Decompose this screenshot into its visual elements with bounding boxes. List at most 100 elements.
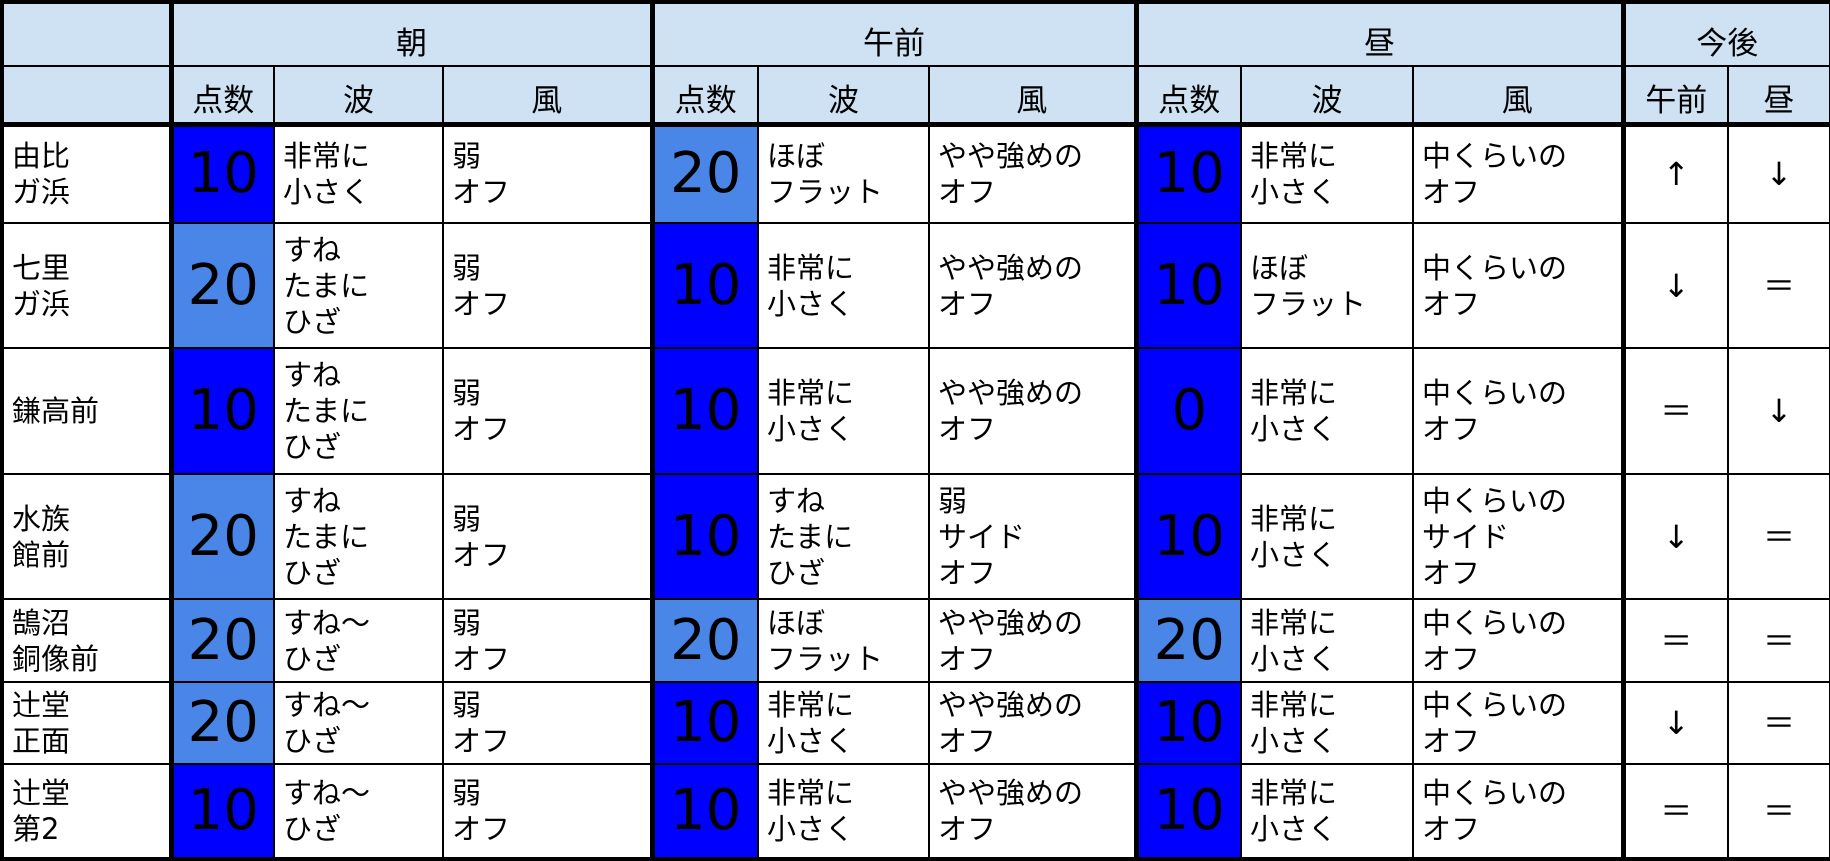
trend-am: ↑ [1620, 121, 1730, 224]
wave-cell-noon: ほぼ フラット [1240, 222, 1415, 349]
table-row: 由比 ガ浜 10 非常に 小さく弱 オフ 20 ほぼ フラット やや強めの オフ 10 非常に… [1, 121, 1830, 224]
subheader-trend-am: 午前 [1620, 65, 1730, 125]
header-group-row: 朝 午前 昼 今後 [1, 1, 1830, 67]
group-trend: 今後 [1620, 1, 1830, 67]
trend-am: ↓ [1620, 473, 1730, 600]
wind-cell-morning: 弱 オフ [442, 473, 653, 600]
wave-cell-am: 非常に 小さく [757, 347, 930, 475]
wave-cell-noon: 非常に 小さく [1240, 763, 1415, 860]
group-noon: 昼 [1133, 1, 1625, 67]
trend-am: ＝ [1620, 347, 1730, 475]
score-cell-am: 20 [649, 121, 759, 224]
wave-cell-am: 非常に 小さく [757, 763, 930, 860]
table-row: 水族 館前 20 すね たまに ひざ弱 オフ 10 すね たまに ひざ弱 サイド オフ 1… [1, 473, 1830, 600]
wind-cell-noon: 中くらいの オフ [1412, 347, 1625, 475]
wind-cell-morning: 弱 オフ [442, 681, 653, 765]
spot-name: 由比 ガ浜 [1, 121, 172, 224]
wave-cell-noon: 非常に 小さく [1240, 473, 1415, 600]
wind-cell-am: やや強めの オフ [927, 763, 1138, 860]
wind-cell-morning: 弱 オフ [442, 222, 653, 349]
wind-cell-am: やや強めの オフ [927, 598, 1138, 683]
score-cell-am: 10 [649, 681, 759, 765]
wave-cell-noon: 非常に 小さく [1240, 681, 1415, 765]
wave-cell-morning: すね たまに ひざ [273, 222, 444, 349]
wind-cell-noon: 中くらいの オフ [1412, 763, 1625, 860]
subheader-morning-wave: 波 [273, 65, 444, 125]
wave-cell-morning: すね～ ひざ [273, 598, 444, 683]
wave-cell-noon: 非常に 小さく [1240, 347, 1415, 475]
wind-cell-am: やや強めの オフ [927, 347, 1138, 475]
wave-cell-morning: 非常に 小さく [273, 121, 444, 224]
score-cell-morning: 20 [168, 222, 275, 349]
score-cell-morning: 10 [168, 763, 275, 860]
subheader-noon-wave: 波 [1240, 65, 1415, 125]
score-cell-noon: 10 [1133, 121, 1243, 224]
wave-cell-am: 非常に 小さく [757, 222, 930, 349]
score-cell-noon: 10 [1133, 681, 1243, 765]
score-cell-am: 10 [649, 222, 759, 349]
score-cell-morning: 10 [168, 347, 275, 475]
wave-cell-noon: 非常に 小さく [1240, 121, 1415, 224]
table-row: 辻堂 正面 20 すね～ ひざ弱 オフ 10 非常に 小さく やや強めの オフ 10 非常に … [1, 681, 1830, 765]
subheader-morning-score: 点数 [168, 65, 275, 125]
wave-cell-morning: すね たまに ひざ [273, 347, 444, 475]
wave-cell-noon: 非常に 小さく [1240, 598, 1415, 683]
wind-cell-noon: 中くらいの オフ [1412, 121, 1625, 224]
table-row: 七里 ガ浜 20 すね たまに ひざ弱 オフ 10 非常に 小さく やや強めの オフ 10 ほ… [1, 222, 1830, 349]
score-cell-morning: 20 [168, 598, 275, 683]
spot-name: 辻堂 正面 [1, 681, 172, 765]
score-cell-morning: 10 [168, 121, 275, 224]
wave-cell-morning: すね～ ひざ [273, 681, 444, 765]
wind-cell-am: やや強めの オフ [927, 222, 1138, 349]
score-cell-noon: 10 [1133, 473, 1243, 600]
score-cell-noon: 20 [1133, 598, 1243, 683]
table-row: 鵠沼 銅像前 20 すね～ ひざ弱 オフ 20 ほぼ フラット やや強めの オフ 20 非常に… [1, 598, 1830, 683]
subheader-trend-noon: 昼 [1727, 65, 1830, 125]
wind-cell-am: 弱 サイド オフ [927, 473, 1138, 600]
score-cell-am: 20 [649, 598, 759, 683]
table-row: 辻堂 第2 10 すね～ ひざ弱 オフ 10 非常に 小さく やや強めの オフ 10 非常に … [1, 763, 1830, 860]
trend-am: ＝ [1620, 598, 1730, 683]
score-cell-morning: 20 [168, 681, 275, 765]
spot-name: 辻堂 第2 [1, 763, 172, 860]
score-cell-am: 10 [649, 347, 759, 475]
wind-cell-morning: 弱 オフ [442, 763, 653, 860]
group-morning: 朝 [168, 1, 653, 67]
table-row: 鎌高前 10 すね たまに ひざ弱 オフ 10 非常に 小さく やや強めの オフ 0 非常に … [1, 347, 1830, 475]
trend-noon: ↓ [1727, 121, 1830, 224]
score-cell-noon: 0 [1133, 347, 1243, 475]
trend-noon: ↓ [1727, 347, 1830, 475]
score-cell-noon: 10 [1133, 763, 1243, 860]
wave-cell-am: 非常に 小さく [757, 681, 930, 765]
score-cell-morning: 20 [168, 473, 275, 600]
spot-name: 七里 ガ浜 [1, 222, 172, 349]
spot-name: 水族 館前 [1, 473, 172, 600]
subheader-noon-wind: 風 [1412, 65, 1625, 125]
trend-am: ↓ [1620, 222, 1730, 349]
trend-noon: ＝ [1727, 473, 1830, 600]
wind-cell-noon: 中くらいの サイド オフ [1412, 473, 1625, 600]
trend-noon: ＝ [1727, 598, 1830, 683]
wave-cell-am: ほぼ フラット [757, 598, 930, 683]
wave-cell-morning: すね たまに ひざ [273, 473, 444, 600]
trend-noon: ＝ [1727, 222, 1830, 349]
trend-am: ＝ [1620, 763, 1730, 860]
spot-name: 鎌高前 [1, 347, 172, 475]
trend-am: ↓ [1620, 681, 1730, 765]
trend-noon: ＝ [1727, 763, 1830, 860]
wind-cell-noon: 中くらいの オフ [1412, 598, 1625, 683]
subheader-am-wave: 波 [757, 65, 930, 125]
wind-cell-noon: 中くらいの オフ [1412, 681, 1625, 765]
corner-cell [1, 1, 172, 67]
subheader-morning-wind: 風 [442, 65, 653, 125]
wind-cell-morning: 弱 オフ [442, 347, 653, 475]
subheader-noon-score: 点数 [1133, 65, 1243, 125]
score-cell-am: 10 [649, 473, 759, 600]
corner-cell [1, 65, 172, 125]
wave-cell-am: すね たまに ひざ [757, 473, 930, 600]
group-am: 午前 [649, 1, 1138, 67]
trend-noon: ＝ [1727, 681, 1830, 765]
wind-cell-morning: 弱 オフ [442, 121, 653, 224]
subheader-am-score: 点数 [649, 65, 759, 125]
